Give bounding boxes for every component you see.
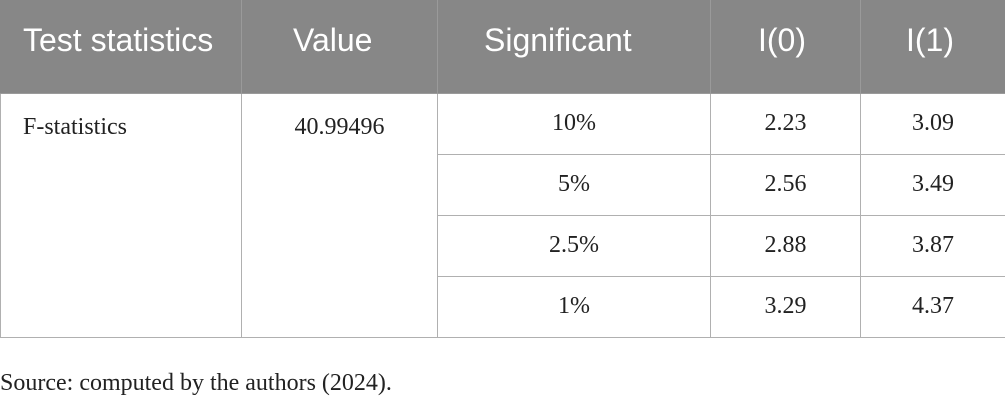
data-cell: 1%: [437, 275, 711, 338]
header-cell: Significant: [437, 0, 711, 94]
header-cell: Value: [241, 0, 438, 94]
data-cell: 2.5%: [437, 214, 711, 277]
row: 1% 3.29 4.37: [1, 275, 1005, 338]
data-cell: 5%: [437, 153, 711, 216]
header-cell: I(0): [710, 0, 861, 94]
results-table: Test statistics Value Significant I(0) I…: [0, 0, 1005, 338]
data-cell: 10%: [437, 92, 711, 155]
header-row: Test statistics Value Significant I(0) I…: [0, 0, 1005, 94]
data-cell: 3.49: [860, 153, 1005, 216]
data-cell: 2.56: [710, 153, 861, 216]
header-cell: I(1): [860, 0, 1005, 94]
data-cell: 3.87: [860, 214, 1005, 277]
data-cell: 4.37: [860, 275, 1005, 338]
test-cell: F-statistics: [0, 92, 242, 338]
source-note: Source: computed by the authors (2024).: [0, 370, 392, 396]
row: F-statistics 40.99496 10% 2.23 3.09: [0, 92, 1005, 338]
data-cell: 3.09: [860, 92, 1005, 155]
header-cell: Test statistics: [0, 0, 242, 94]
value-cell: 40.99496: [241, 92, 438, 338]
data-cell: 2.88: [710, 214, 861, 277]
data-cell: 2.23: [710, 92, 861, 155]
row: 5% 2.56 3.49: [1, 153, 1005, 216]
data-cell: 3.29: [710, 275, 861, 338]
